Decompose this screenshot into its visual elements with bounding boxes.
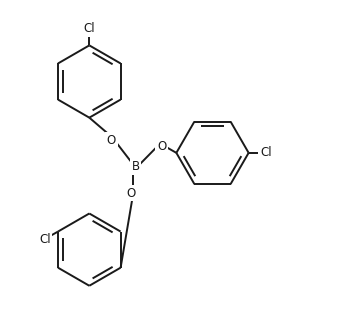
Text: O: O <box>107 134 116 147</box>
Text: Cl: Cl <box>260 146 272 159</box>
Text: B: B <box>131 160 140 173</box>
Text: O: O <box>127 187 136 200</box>
Text: Cl: Cl <box>84 22 95 35</box>
Text: Cl: Cl <box>39 233 51 246</box>
Text: O: O <box>157 140 166 153</box>
